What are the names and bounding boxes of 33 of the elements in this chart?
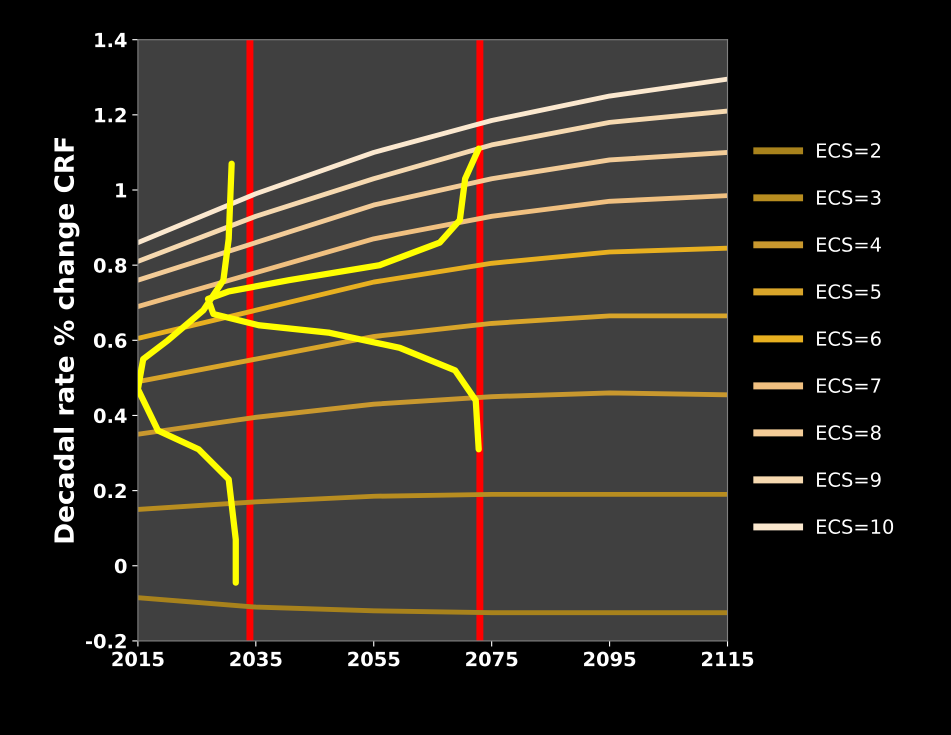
line-series [138,492,728,512]
y-tick-label: 1.4 [95,32,127,48]
line-series [138,150,728,283]
line-series [138,246,728,341]
legend-label: ECS=5 [817,284,880,299]
line-series [138,76,728,246]
legend-label: ECS=2 [817,143,880,158]
legend-label: ECS=7 [817,378,880,393]
y-tick-label: 0.4 [94,408,127,424]
legend-label: ECS=6 [817,331,881,346]
x-tick-label: 2075 [466,652,518,666]
y-axis-title: Decadal rate % change CRF [54,138,80,542]
y-tick-label: 0.2 [94,484,126,498]
x-tick-label: 2035 [230,652,282,666]
legend-label: ECS=3 [817,190,880,205]
y-tick-label: 1.2 [95,108,126,122]
x-tick-label: 2055 [348,652,400,666]
legend-label: ECS=4 [817,237,881,252]
x-tick-label: 2015 [112,652,164,666]
legend-label: ECS=9 [817,472,881,487]
legend-label: ECS=8 [817,425,881,440]
line-series [138,595,728,616]
y-tick-label: 0 [114,558,127,574]
y-tick-label: 0.8 [94,258,126,273]
y-tick-label: 0.6 [94,333,126,348]
line-series [138,108,728,264]
y-tick-label: -0.2 [86,634,126,649]
legend-label: ECS=10 [817,519,894,534]
line-series [138,193,728,309]
line-series [138,390,728,437]
x-tick-label: 2095 [584,652,636,666]
y-tick-label: 1 [116,183,126,198]
x-tick-label: 2115 [702,652,754,666]
